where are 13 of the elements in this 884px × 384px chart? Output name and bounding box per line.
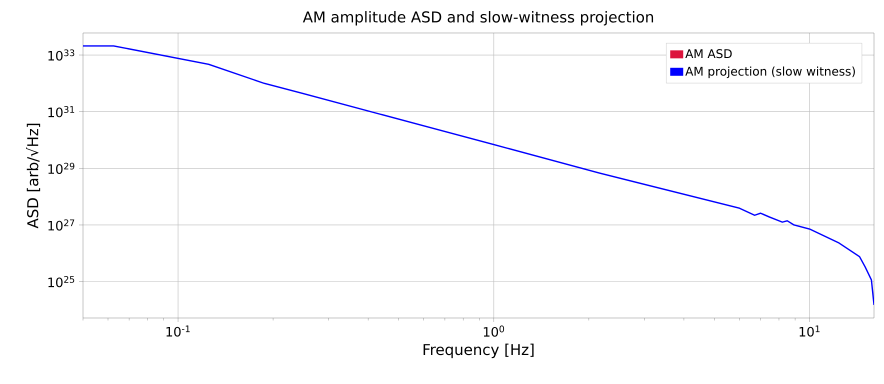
y-axis-title: ASD [arb/√Hz] — [26, 124, 40, 228]
y-tick-label: 10$^{27}$ — [48, 219, 74, 231]
legend-label: AM projection (slow witness) — [685, 66, 855, 78]
y-tick-label: 10$^{31}$ — [48, 106, 74, 118]
y-tick-label: 10$^{29}$ — [48, 162, 74, 174]
y-tick-label: 10$^{25}$ — [48, 276, 74, 288]
legend-label: AM ASD — [685, 49, 732, 58]
y-tick-label: 10$^{33}$ — [48, 49, 74, 61]
x-tick-label: 10$^{0}$ — [484, 326, 504, 337]
x-axis-title: Frequency [Hz] — [424, 344, 534, 358]
x-tick-label: 10$^{1}$ — [800, 326, 820, 337]
chart-title: AM amplitude ASD and slow-witness projection — [302, 11, 654, 26]
x-tick-label: 10$^{-1}$ — [166, 326, 190, 337]
